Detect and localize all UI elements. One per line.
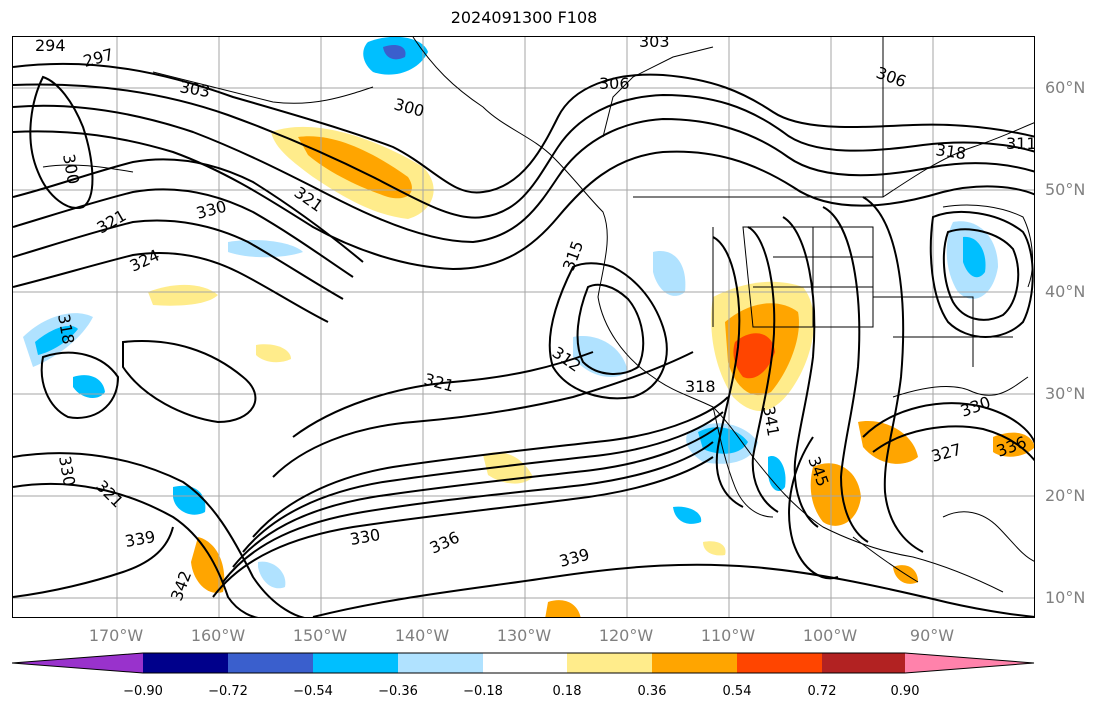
lon-label: 170°W [88, 626, 144, 645]
lon-label: 130°W [496, 626, 552, 645]
lon-label: 100°W [802, 626, 858, 645]
contour-label: 327 [929, 440, 963, 466]
map-title: 2024091300 F108 [450, 8, 598, 27]
contour-label: 294 [35, 37, 66, 55]
contour-label: 300 [59, 152, 83, 185]
map-panel[interactable]: 294 297 303 300 303 306 306 311 318 300 … [12, 36, 1035, 618]
lon-label: 160°W [190, 626, 246, 645]
lon-label: 150°W [292, 626, 348, 645]
contour-label: 336 [427, 527, 463, 557]
colorbar-tick-label: −0.18 [463, 684, 503, 699]
contour-label: 306 [599, 74, 630, 93]
colorbar-tick-label: 0.54 [722, 684, 752, 699]
contour-label: 300 [392, 95, 426, 121]
colorbar-bin [228, 653, 313, 673]
contour-label: 306 [874, 63, 909, 91]
colorbar-bin [143, 653, 228, 673]
lon-label: 90°W [909, 626, 955, 645]
lat-label: 10°N [1045, 588, 1086, 607]
contour-label: 303 [639, 37, 670, 51]
colorbar-tick-label: 0.18 [552, 684, 582, 699]
contour-label: 311 [1006, 134, 1035, 153]
contour-label: 341 [759, 404, 783, 437]
contour-label: 321 [422, 370, 456, 396]
contour-label: 315 [559, 238, 587, 273]
colorbar-bin [567, 653, 652, 673]
contour-label: 324 [127, 245, 163, 275]
colorbar-extend-high [905, 653, 1034, 673]
contour-label: 330 [194, 197, 228, 223]
map-plot: 294 297 303 300 303 306 306 311 318 300 … [13, 37, 1035, 617]
colorbar-tick-label: 0.90 [890, 684, 920, 699]
contour-label: 330 [55, 454, 79, 487]
contour-label: 345 [804, 454, 832, 489]
contour-label: 321 [94, 206, 130, 238]
height-contours [13, 62, 1034, 617]
contour-label: 339 [123, 527, 156, 551]
contour-label: 303 [178, 77, 211, 101]
colorbar-tick-label: 0.36 [637, 684, 667, 699]
colorbar-tick-label: −0.36 [378, 684, 418, 699]
contour-label: 318 [685, 377, 716, 396]
contour-labels: 294 297 303 300 303 306 306 311 318 300 … [35, 37, 1035, 603]
lat-label: 40°N [1045, 282, 1086, 301]
colorbar-extend-low [12, 653, 143, 673]
colorbar-tick-label: 0.72 [807, 684, 837, 699]
colorbar-bin [822, 653, 905, 673]
lat-label: 20°N [1045, 486, 1086, 505]
contour-label: 318 [934, 140, 967, 163]
colorbar [12, 652, 1035, 674]
contour-label: 330 [958, 392, 993, 420]
colorbar-bin [398, 653, 483, 673]
lat-label: 30°N [1045, 384, 1086, 403]
lon-label: 140°W [394, 626, 450, 645]
colorbar-bin [483, 653, 567, 673]
colorbar-bin [652, 653, 737, 673]
colorbar-tick-label: −0.72 [208, 684, 248, 699]
colorbar-bin [737, 653, 822, 673]
contour-label: 330 [348, 525, 381, 549]
colorbar-tick-label: −0.54 [293, 684, 333, 699]
lon-label: 110°W [700, 626, 756, 645]
colorbar-tick-label: −0.90 [123, 684, 163, 699]
graticule [13, 37, 1034, 617]
colorbar-bin [313, 653, 398, 673]
lat-label: 50°N [1045, 180, 1086, 199]
contour-label: 339 [557, 545, 591, 571]
lat-label: 60°N [1045, 78, 1086, 97]
contour-label: 321 [92, 476, 127, 511]
lon-label: 120°W [598, 626, 654, 645]
